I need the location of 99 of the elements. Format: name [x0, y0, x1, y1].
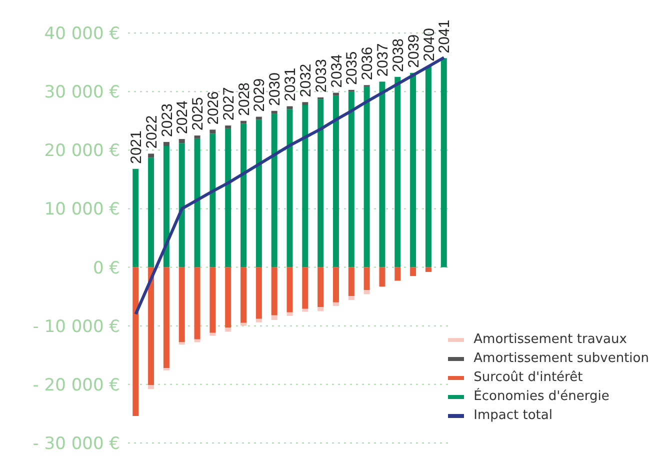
x-tick-label: 2038: [390, 38, 407, 72]
x-tick-label: 2025: [190, 97, 207, 130]
bar: [425, 267, 432, 272]
x-tick-label: 2037: [374, 43, 392, 77]
bar: [332, 302, 339, 306]
bar: [194, 138, 200, 268]
bar: [348, 267, 354, 296]
bar: [210, 134, 216, 268]
x-tick-label: 2033: [312, 59, 330, 92]
x-tick-label: 2026: [205, 91, 222, 125]
bar: [318, 99, 324, 268]
bar: [163, 267, 170, 368]
y-tick-label: 30 000 €: [44, 82, 120, 103]
bar: [163, 146, 170, 268]
x-tick-label: 2030: [266, 72, 284, 106]
bar: [271, 315, 278, 320]
bar: [271, 110, 278, 114]
bar: [364, 86, 370, 268]
bar: [286, 109, 293, 268]
bar: [318, 307, 324, 312]
bar: [256, 318, 262, 322]
bar: [225, 126, 232, 128]
bar: [194, 136, 200, 138]
bar: [364, 290, 370, 294]
y-tick-label: - 30 000 €: [32, 434, 120, 454]
bar: [286, 106, 293, 110]
bar: [379, 82, 386, 268]
x-tick-label: 2022: [143, 115, 160, 149]
bar: [132, 168, 139, 268]
bar: [302, 267, 308, 309]
bar: [348, 92, 354, 268]
bar: [148, 154, 154, 158]
bar: [225, 267, 232, 328]
y-tick-label: 0 €: [92, 258, 120, 278]
bar: [271, 114, 278, 268]
bar: [240, 120, 247, 124]
bar: [332, 267, 339, 302]
y-tick-label: 10 000 €: [44, 200, 120, 220]
bar: [163, 142, 170, 146]
bar: [194, 267, 200, 340]
x-tick-label: 2023: [158, 104, 176, 137]
bar: [210, 332, 216, 336]
x-tick-label: 2041: [436, 20, 454, 54]
x-tick-label: 2028: [236, 82, 253, 116]
bar: [348, 296, 354, 300]
x-tick-label: 2029: [251, 78, 268, 112]
bar: [410, 267, 416, 276]
bar: [425, 66, 432, 268]
bar: [178, 139, 185, 144]
x-tick-label: 2032: [297, 64, 314, 98]
bar: [210, 267, 216, 333]
bar: [302, 105, 308, 268]
bar: [332, 92, 339, 96]
bar: [240, 322, 247, 326]
legend-label: Économies d'énergie: [474, 387, 610, 406]
bar: [178, 143, 185, 268]
bar: [440, 58, 447, 268]
bar: [302, 102, 308, 106]
bar: [240, 267, 247, 323]
x-tick-label: 2031: [282, 68, 300, 102]
bar: [394, 76, 401, 268]
y-tick-label: - 10 000 €: [32, 316, 120, 337]
legend-label: Amortissement travaux: [474, 331, 627, 349]
bar: [410, 72, 416, 268]
x-tick-label: 2040: [420, 28, 438, 62]
bar: [302, 308, 308, 312]
bar: [178, 267, 185, 342]
bar: [394, 267, 401, 281]
bar: [225, 128, 232, 268]
bar: [225, 328, 232, 332]
bar: [256, 267, 262, 319]
x-tick-label: 2035: [344, 51, 361, 85]
bar: [132, 267, 139, 416]
x-tick-label: 2034: [328, 54, 346, 88]
bar: [240, 124, 247, 268]
y-tick-label: - 20 000 €: [32, 375, 120, 396]
x-tick-label: 2027: [220, 87, 238, 121]
y-tick-label: 40 000 €: [44, 24, 120, 44]
x-tick-label: 2024: [174, 100, 192, 134]
bar: [256, 120, 262, 268]
bar: [318, 267, 324, 308]
bar: [379, 267, 386, 287]
bar: [332, 96, 339, 268]
legend-label: Impact total: [474, 407, 552, 425]
bar: [286, 312, 293, 316]
legend-label: Surcoût d'intérêt: [474, 369, 583, 387]
y-tick-label: 20 000 €: [44, 141, 120, 162]
bar: [148, 385, 154, 390]
x-tick-label: 2036: [359, 46, 376, 80]
x-tick-label: 2039: [405, 34, 422, 68]
bar: [364, 267, 370, 290]
bar: [194, 339, 200, 342]
x-tick-label: 2021: [128, 130, 145, 164]
bar: [286, 267, 293, 312]
bar: [271, 267, 278, 316]
legend-label: Amortissement subvention: [474, 350, 649, 368]
bar: [148, 158, 154, 268]
bar: [210, 130, 216, 134]
bar: [148, 267, 154, 386]
